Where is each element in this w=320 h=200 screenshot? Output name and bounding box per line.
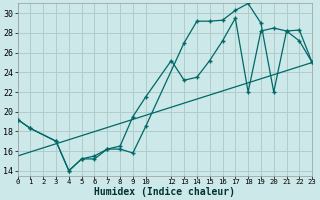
- X-axis label: Humidex (Indice chaleur): Humidex (Indice chaleur): [94, 186, 236, 197]
